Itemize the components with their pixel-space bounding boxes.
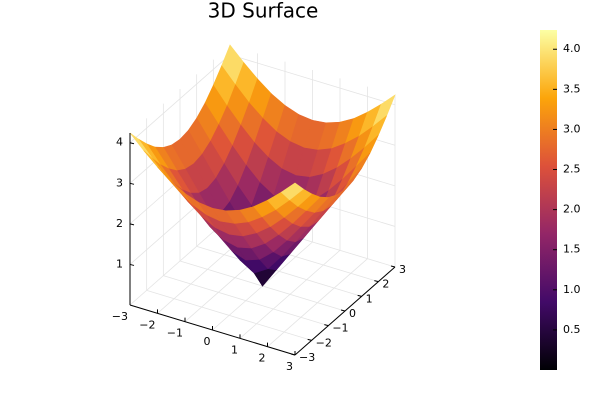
colorbar-tick-label: 3.0 [563, 122, 581, 135]
z-tick-label: 2 [116, 217, 123, 230]
x-tick-label: 3 [286, 360, 293, 373]
y-tick [307, 338, 312, 341]
x-tick-label: 1 [231, 343, 238, 356]
colorbar [540, 30, 557, 370]
colorbar-tick-label: 0.5 [563, 323, 581, 336]
y-tick [357, 294, 362, 297]
z-tick [129, 182, 135, 185]
colorbar-tick-label: 4.0 [563, 42, 581, 55]
z-tick [129, 263, 135, 266]
x-tick-label: −2 [139, 318, 155, 331]
y-tick-label: 0 [349, 307, 356, 320]
y-tick-label: 1 [366, 292, 373, 305]
z-tick-label: 1 [116, 257, 123, 270]
y-tick-label: 2 [382, 278, 389, 291]
y-tick [340, 309, 346, 312]
colorbar-tick-label: 1.5 [563, 243, 581, 256]
z-tick [129, 223, 135, 226]
surface-patch [280, 182, 304, 201]
y-tick [374, 280, 379, 283]
z-tick [129, 142, 135, 145]
y-tick-label: −3 [299, 351, 315, 364]
y-tick-label: −1 [332, 322, 348, 335]
grid-line [196, 245, 362, 297]
y-tick [390, 265, 396, 268]
z-tick-label: 3 [116, 176, 123, 189]
colorbar-tick-label: 2.0 [563, 203, 581, 216]
y-tick-label: 3 [399, 263, 406, 276]
y-tick-label: −2 [316, 336, 332, 349]
z-tick-label: 4 [116, 136, 123, 149]
x-tick-label: −1 [167, 327, 183, 340]
grid-line [146, 289, 312, 341]
x-tick-label: −3 [112, 310, 128, 323]
x-tick-label: 2 [259, 352, 266, 365]
colorbar-tick-label: 2.5 [563, 163, 581, 176]
chart-title: 3D Surface [208, 0, 319, 23]
y-tick [290, 353, 296, 356]
grid-line [163, 275, 329, 327]
x-tick-label: 0 [204, 335, 211, 348]
colorbar-tick-label: 3.5 [563, 82, 581, 95]
colorbar-tick-label: 1.0 [563, 283, 581, 296]
grid-line [129, 54, 231, 144]
grid-line [229, 54, 396, 106]
y-tick [324, 324, 329, 327]
